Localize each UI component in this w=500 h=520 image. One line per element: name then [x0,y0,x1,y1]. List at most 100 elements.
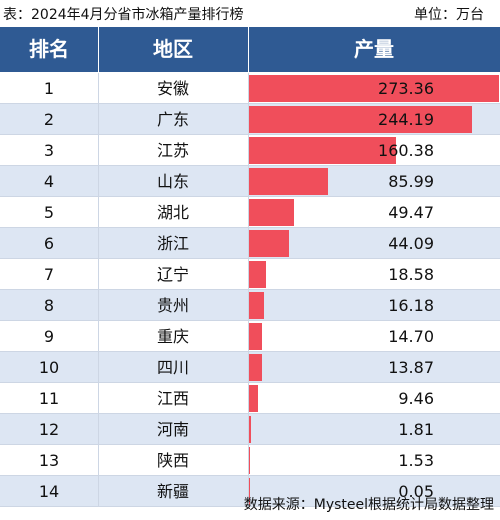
rank-cell: 5 [43,203,55,222]
rank-cell: 7 [43,265,55,284]
table-row: 14 新疆 0.05 [0,476,500,507]
region-cell: 浙江 [156,234,189,253]
rank-cell: 12 [38,420,60,439]
production-bar [249,199,294,226]
rank-cell: 14 [38,482,60,501]
column-divider [98,104,99,134]
region-cell: 四川 [156,358,189,377]
table-row: 9 重庆 14.70 [0,321,500,352]
production-bar [249,354,262,381]
column-divider [98,197,99,227]
table-row: 10 四川 13.87 [0,352,500,383]
column-divider [98,135,99,165]
production-bar [249,447,250,474]
production-value: 160.38 [378,141,434,160]
production-bar [249,323,262,350]
column-divider [98,383,99,413]
table-title: 表：2024年4月分省市冰箱产量排行榜 [3,7,244,23]
production-bar [249,385,258,412]
column-divider [248,104,249,134]
production-value: 9.46 [398,389,434,408]
region-cell: 广东 [156,110,189,129]
column-divider [98,290,99,320]
table-row: 13 陕西 1.53 [0,445,500,476]
production-value: 273.36 [378,79,434,98]
rank-cell: 10 [38,358,60,377]
column-divider [98,228,99,258]
production-value: 85.99 [388,172,434,191]
column-divider [98,476,99,506]
production-bar [249,168,328,195]
production-bar [249,137,396,164]
header-divider [248,27,249,72]
region-cell: 陕西 [156,451,189,470]
column-divider [98,414,99,444]
column-divider [248,445,249,475]
unit-label: 单位：万台 [414,7,484,23]
production-value: 1.81 [398,420,434,439]
table-row: 3 江苏 160.38 [0,135,500,166]
table-row: 8 贵州 16.18 [0,290,500,321]
production-value: 44.09 [388,234,434,253]
production-bar [249,75,499,102]
column-divider [98,445,99,475]
table-row: 6 浙江 44.09 [0,228,500,259]
table-row: 1 安徽 273.36 [0,73,500,104]
column-divider [248,352,249,382]
production-bar [249,416,251,443]
column-divider [98,166,99,196]
column-divider [248,414,249,444]
table-caption: 表：2024年4月分省市冰箱产量排行榜 单位：万台 [0,0,500,27]
data-source: 数据来源：Mysteel根据统计局数据整理 [243,497,494,513]
column-divider [248,321,249,351]
rank-cell: 2 [43,110,55,129]
column-divider [248,135,249,165]
column-divider [248,228,249,258]
column-divider [248,197,249,227]
region-cell: 江西 [156,389,189,408]
production-bar [249,261,266,288]
table-row: 12 河南 1.81 [0,414,500,445]
production-bar [249,106,472,133]
table-row: 11 江西 9.46 [0,383,500,414]
header-production: 产量 [354,37,394,61]
table-header: 排名 地区 产量 [0,27,500,73]
header-rank: 排名 [29,37,69,61]
column-divider [98,321,99,351]
header-region: 地区 [153,37,193,61]
rank-cell: 3 [43,141,55,160]
region-cell: 安徽 [156,79,189,98]
production-value: 14.70 [388,327,434,346]
region-cell: 辽宁 [156,265,189,284]
rank-cell: 13 [38,451,60,470]
region-cell: 湖北 [156,203,189,222]
rank-cell: 4 [43,172,55,191]
column-divider [248,290,249,320]
production-bar [249,478,250,505]
column-divider [248,383,249,413]
production-value: 0.05 [398,482,434,501]
column-divider [98,73,99,103]
production-bar [249,292,264,319]
production-value: 1.53 [398,451,434,470]
table-row: 4 山东 85.99 [0,166,500,197]
table-row: 7 辽宁 18.58 [0,259,500,290]
production-value: 49.47 [388,203,434,222]
region-cell: 重庆 [156,327,189,346]
column-divider [248,259,249,289]
production-value: 18.58 [388,265,434,284]
production-table: 排名 地区 产量 1 安徽 273.36 2 广东 244.19 3 江苏 160.38 4 山东 8… [0,27,500,507]
rank-cell: 6 [43,234,55,253]
region-cell: 贵州 [156,296,189,315]
table-row: 5 湖北 49.47 [0,197,500,228]
rank-cell: 8 [43,296,55,315]
column-divider [248,166,249,196]
production-value: 244.19 [378,110,434,129]
production-value: 13.87 [388,358,434,377]
region-cell: 河南 [156,420,189,439]
rank-cell: 1 [43,79,55,98]
table-body: 1 安徽 273.36 2 广东 244.19 3 江苏 160.38 4 山东 85.99 5 湖北 49… [0,73,500,507]
column-divider [98,352,99,382]
column-divider [248,73,249,103]
column-divider [248,476,249,506]
